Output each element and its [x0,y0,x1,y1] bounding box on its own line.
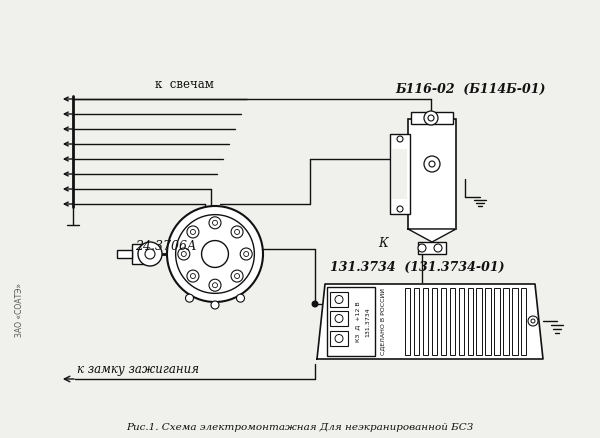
Circle shape [231,270,243,283]
Text: К: К [378,237,388,249]
Bar [330,311,348,326]
Bar [503,288,509,355]
Bar [132,244,152,265]
Bar [330,331,348,346]
Bar [458,288,464,355]
Bar [467,288,473,355]
Circle shape [418,244,426,252]
Text: к замку зажигания: к замку зажигания [77,362,199,375]
Circle shape [397,137,403,143]
Bar [521,288,526,355]
Circle shape [190,274,196,279]
Bar [411,113,453,125]
Circle shape [428,116,434,122]
Circle shape [178,248,190,261]
Circle shape [202,241,229,268]
Bar [432,288,437,355]
Circle shape [335,296,343,304]
Circle shape [209,279,221,292]
Circle shape [176,215,254,294]
Polygon shape [408,230,456,243]
Text: Рис.1. Схема электромонтажная Для неэкранированной БСЗ: Рис.1. Схема электромонтажная Для неэкра… [127,422,473,431]
Bar [441,288,446,355]
Circle shape [185,294,193,303]
Bar [485,288,491,355]
Circle shape [531,319,535,323]
Circle shape [209,217,221,229]
Circle shape [211,301,219,309]
Bar [392,150,407,200]
Circle shape [181,252,187,257]
Bar [418,243,446,254]
Circle shape [187,226,199,238]
Text: 24.3706А: 24.3706А [135,240,197,252]
Circle shape [190,230,196,235]
Circle shape [311,301,319,308]
Bar [405,288,410,355]
Circle shape [335,335,343,343]
Circle shape [231,226,243,238]
Circle shape [212,283,218,288]
Bar [449,288,455,355]
Bar [512,288,517,355]
Bar [423,288,428,355]
Bar [390,135,410,215]
Circle shape [236,294,245,303]
Circle shape [167,207,263,302]
Circle shape [424,157,440,173]
Circle shape [235,230,239,235]
Text: Б116-02  (Б114Б-01): Б116-02 (Б114Б-01) [395,83,545,96]
Text: 131.3734  (131.3734-01): 131.3734 (131.3734-01) [330,261,505,273]
Text: к  свечам: к свечам [155,78,214,91]
Circle shape [240,248,252,261]
Polygon shape [317,284,543,359]
Bar [327,287,375,356]
Circle shape [528,316,538,326]
Circle shape [424,112,438,126]
Text: ЗАО «СОАТЭ»: ЗАО «СОАТЭ» [15,283,24,336]
Circle shape [244,252,249,257]
Bar [476,288,482,355]
Bar [494,288,500,355]
Bar [414,288,419,355]
Circle shape [429,162,435,168]
Circle shape [187,270,199,283]
Text: СДЕЛАНО В РОССИИ: СДЕЛАНО В РОССИИ [380,288,385,355]
Circle shape [235,274,239,279]
Circle shape [397,207,403,212]
Circle shape [138,243,162,266]
Circle shape [335,315,343,323]
Bar [117,251,132,258]
Circle shape [434,244,442,252]
Text: КЗ  Д  +12 В: КЗ Д +12 В [355,301,360,342]
Text: 131.3734: 131.3734 [365,307,370,336]
Bar [330,292,348,307]
Circle shape [212,221,218,226]
Bar [408,120,456,230]
Circle shape [145,249,155,259]
